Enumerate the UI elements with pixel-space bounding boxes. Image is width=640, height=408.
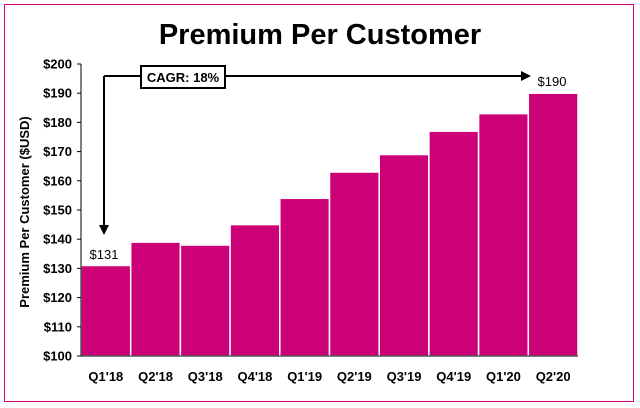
x-tick-label: Q1'19 bbox=[287, 369, 322, 384]
y-tick-label: $150 bbox=[43, 203, 72, 218]
y-tick-label: $100 bbox=[43, 349, 72, 364]
chart-title: Premium Per Customer bbox=[159, 19, 481, 51]
bar-q1-19 bbox=[279, 197, 331, 357]
cagr-label: CAGR: 18% bbox=[147, 70, 220, 85]
y-tick-label: $180 bbox=[43, 115, 72, 130]
x-tick-label: Q3'19 bbox=[387, 369, 422, 384]
x-tick-label: Q3'18 bbox=[188, 369, 223, 384]
x-tick-label: Q1'18 bbox=[88, 369, 123, 384]
bar-q1-18 bbox=[80, 264, 132, 357]
y-tick-label: $190 bbox=[43, 86, 72, 101]
bar-q4-19 bbox=[428, 130, 480, 357]
x-tick-label: Q4'18 bbox=[237, 369, 272, 384]
start-value-label: $131 bbox=[90, 247, 119, 262]
y-tick-label: $200 bbox=[43, 57, 72, 72]
x-tick-label: Q1'20 bbox=[486, 369, 521, 384]
x-tick-label: Q2'20 bbox=[536, 369, 571, 384]
bar-q3-19 bbox=[378, 153, 430, 357]
x-tick-label: Q2'19 bbox=[337, 369, 372, 384]
bar-q2-19 bbox=[328, 171, 380, 357]
y-tick-label: $140 bbox=[43, 232, 72, 247]
x-tick-label: Q4'19 bbox=[436, 369, 471, 384]
y-tick-label: $120 bbox=[43, 290, 72, 305]
y-tick-label: $110 bbox=[44, 319, 72, 334]
bar-q1-20 bbox=[477, 112, 530, 357]
y-tick-label: $170 bbox=[43, 144, 72, 159]
bar-q4-18 bbox=[229, 223, 281, 357]
end-value-label: $190 bbox=[538, 74, 567, 89]
bar-q2-20 bbox=[527, 92, 579, 357]
bar-q3-18 bbox=[179, 244, 231, 357]
y-tick-label: $160 bbox=[43, 173, 72, 188]
cagr-box bbox=[140, 65, 226, 89]
bar-q2-18 bbox=[129, 241, 182, 357]
y-axis-label: Premium Per Customer ($USD) bbox=[17, 116, 32, 307]
y-tick-label: $130 bbox=[43, 261, 72, 276]
x-tick-label: Q2'18 bbox=[138, 369, 173, 384]
